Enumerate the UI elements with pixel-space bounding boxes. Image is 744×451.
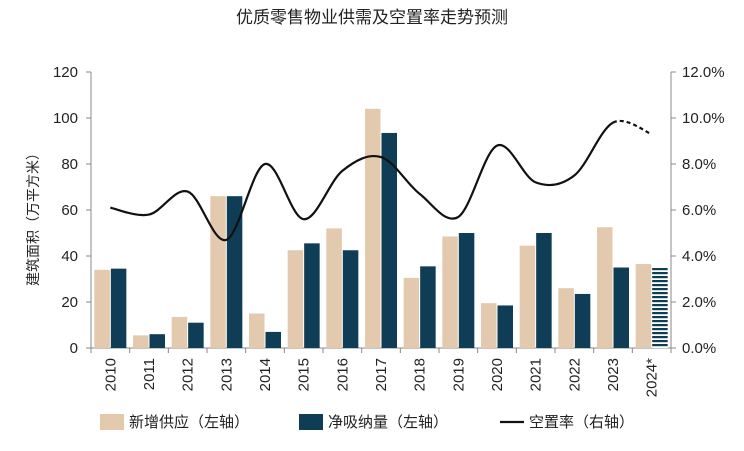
- bar-net-absorption: [149, 334, 165, 348]
- bar-net-absorption: [342, 250, 359, 348]
- vacancy-rate-line: [110, 121, 614, 242]
- x-tick-label: 2019: [450, 358, 467, 391]
- x-tick-label: 2015: [296, 358, 313, 391]
- x-tick-label: 2011: [141, 358, 158, 390]
- bar-new-supply: [171, 316, 188, 348]
- legend: 新增供应（左轴） 净吸纳量（左轴） 空置率（右轴）: [100, 413, 634, 431]
- x-tick-label: 2018: [412, 358, 429, 391]
- bar-net-absorption-forecast: [652, 267, 668, 348]
- legend-net-absorption-swatch: [299, 414, 323, 430]
- x-tick-label: 2023: [605, 358, 622, 391]
- bar-net-absorption: [613, 267, 629, 348]
- y-tick-label: 100: [53, 110, 78, 127]
- x-tick-label: 2014: [257, 358, 274, 391]
- bar-net-absorption: [574, 293, 591, 348]
- x-tick-label: 2020: [489, 358, 506, 391]
- bar-new-supply: [287, 250, 304, 348]
- bar-new-supply: [210, 196, 226, 348]
- y-tick-label: 0: [70, 340, 78, 357]
- y2-tick-label: 4.0%: [682, 248, 716, 265]
- y-tick-label: 80: [61, 156, 78, 173]
- bar-new-supply: [403, 277, 420, 348]
- bar-net-absorption: [304, 243, 320, 348]
- bar-new-supply: [558, 288, 574, 348]
- bar-net-absorption: [188, 322, 204, 348]
- x-tick-label: 2017: [373, 358, 390, 391]
- y2-tick-label: 12.0%: [682, 64, 725, 81]
- y-axis-title: 建筑面积（万平方米）: [26, 146, 42, 286]
- x-tick-label: 2010: [102, 358, 119, 391]
- y-tick-label: 120: [53, 64, 78, 81]
- x-tick-label: 2013: [218, 358, 235, 391]
- bar-new-supply: [326, 228, 342, 348]
- x-tick-label: 2016: [334, 358, 351, 391]
- x-tick-label: 2012: [180, 358, 197, 391]
- bar-new-supply: [481, 303, 497, 348]
- bar-new-supply: [94, 269, 110, 348]
- bar-new-supply: [249, 313, 265, 348]
- bar-new-supply: [133, 335, 149, 348]
- y2-tick-label: 10.0%: [682, 110, 725, 127]
- bar-new-supply: [635, 264, 652, 348]
- bar-net-absorption: [381, 132, 397, 348]
- x-tick-label: 2022: [566, 358, 583, 391]
- chart-title: 优质零售物业供需及空置率走势预测: [236, 8, 508, 28]
- bar-net-absorption: [110, 268, 127, 348]
- bar-net-absorption: [458, 233, 475, 348]
- bar-net-absorption: [536, 233, 552, 348]
- bar-new-supply: [519, 245, 536, 348]
- bar-net-absorption: [497, 305, 513, 348]
- y-tick-label: 20: [61, 294, 78, 311]
- legend-new-supply-swatch: [100, 414, 124, 430]
- y-tick-label: 60: [61, 202, 78, 219]
- legend-vacancy-rate-label: 空置率（右轴）: [529, 413, 634, 431]
- vacancy-rate-forecast-line: [612, 119, 653, 136]
- y2-tick-label: 0.0%: [682, 340, 716, 357]
- bar-net-absorption: [265, 331, 281, 348]
- bar-new-supply: [597, 227, 613, 348]
- y2-tick-label: 2.0%: [682, 294, 716, 311]
- legend-new-supply-label: 新增供应（左轴）: [129, 413, 249, 431]
- bar-net-absorption: [420, 266, 436, 348]
- y2-tick-label: 6.0%: [682, 202, 716, 219]
- x-tick-label: 2024*: [644, 358, 661, 397]
- x-tick-label: 2021: [528, 358, 545, 391]
- legend-net-absorption-label: 净吸纳量（左轴）: [328, 413, 448, 431]
- y-tick-label: 40: [61, 248, 78, 265]
- y2-tick-label: 8.0%: [682, 156, 716, 173]
- bar-new-supply: [442, 236, 458, 348]
- plot-area: 0 20 40 60 80 100 120 0.0% 2.0% 4.0% 6.0% 8.0% 10.0%…: [26, 64, 725, 397]
- bar-new-supply: [365, 108, 381, 348]
